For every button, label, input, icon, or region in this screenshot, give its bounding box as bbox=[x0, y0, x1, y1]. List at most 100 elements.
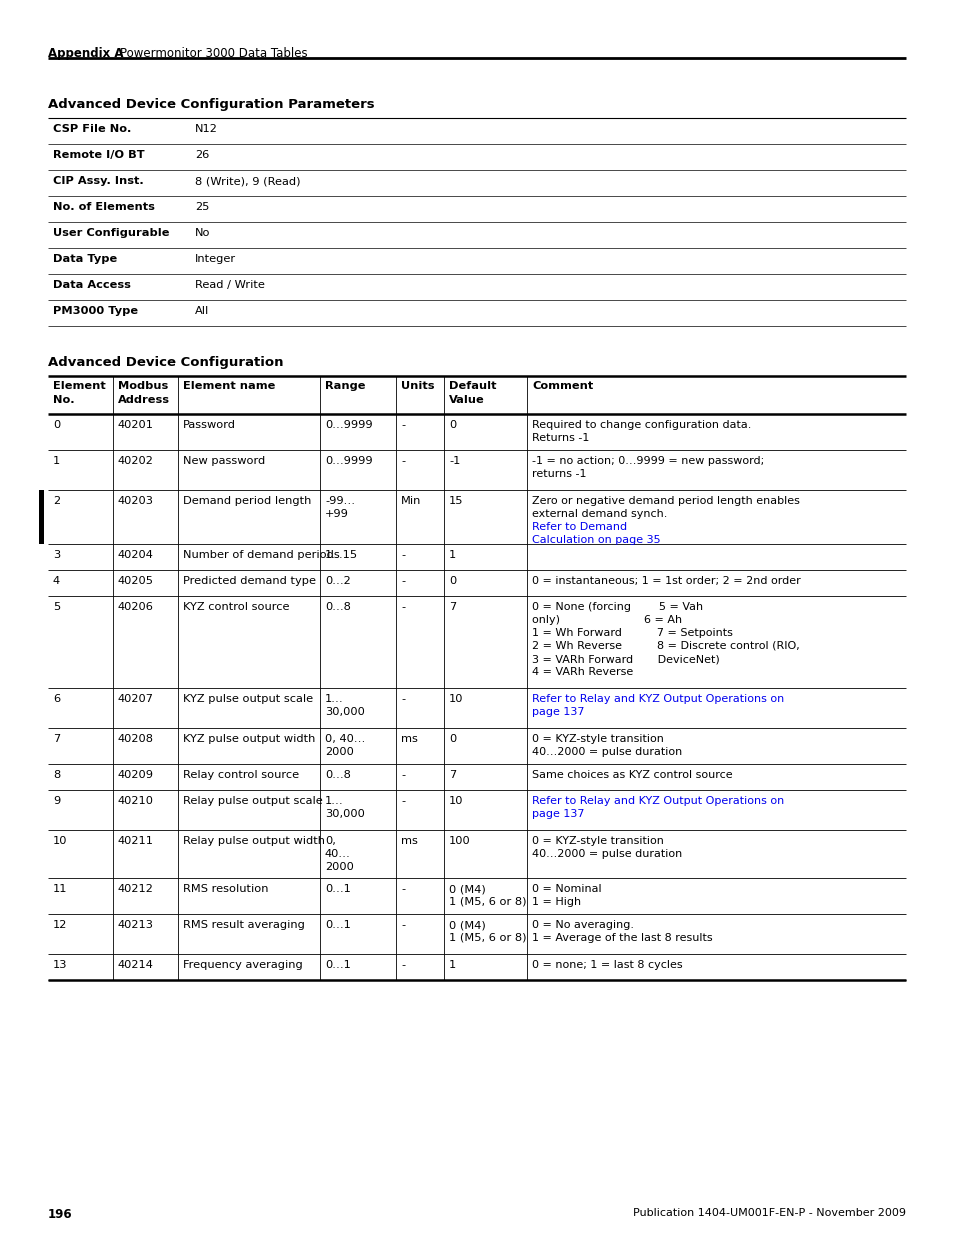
Text: CSP File No.: CSP File No. bbox=[53, 124, 132, 135]
Text: 8: 8 bbox=[53, 769, 60, 781]
Text: Address: Address bbox=[118, 395, 170, 405]
Text: 9: 9 bbox=[53, 797, 60, 806]
Text: Units: Units bbox=[400, 382, 434, 391]
Text: 0…2: 0…2 bbox=[325, 576, 351, 585]
Text: 1 (M5, 6 or 8): 1 (M5, 6 or 8) bbox=[449, 897, 526, 906]
Text: 40208: 40208 bbox=[118, 734, 153, 743]
Text: Same choices as KYZ control source: Same choices as KYZ control source bbox=[532, 769, 732, 781]
Text: 0: 0 bbox=[449, 734, 456, 743]
Text: Min: Min bbox=[400, 496, 421, 506]
Text: returns -1: returns -1 bbox=[532, 469, 586, 479]
Text: 2: 2 bbox=[53, 496, 60, 506]
Text: 0 = Nominal: 0 = Nominal bbox=[532, 884, 601, 894]
Text: 0…8: 0…8 bbox=[325, 769, 351, 781]
Text: 0 (M4): 0 (M4) bbox=[449, 920, 485, 930]
Text: 0 = instantaneous; 1 = 1st order; 2 = 2nd order: 0 = instantaneous; 1 = 1st order; 2 = 2n… bbox=[532, 576, 800, 585]
Text: 3 = VARh Forward       DeviceNet): 3 = VARh Forward DeviceNet) bbox=[532, 655, 719, 664]
Text: 0: 0 bbox=[449, 420, 456, 430]
Text: No: No bbox=[194, 228, 211, 238]
Text: 0 = No averaging.: 0 = No averaging. bbox=[532, 920, 634, 930]
Text: 0…8: 0…8 bbox=[325, 601, 351, 613]
Text: +99: +99 bbox=[325, 509, 349, 519]
Text: Data Type: Data Type bbox=[53, 254, 117, 264]
Text: -: - bbox=[400, 601, 405, 613]
Text: Password: Password bbox=[183, 420, 235, 430]
Text: Remote I/O BT: Remote I/O BT bbox=[53, 149, 145, 161]
Text: No. of Elements: No. of Elements bbox=[53, 203, 154, 212]
Text: KYZ pulse output scale: KYZ pulse output scale bbox=[183, 694, 313, 704]
Text: Value: Value bbox=[449, 395, 484, 405]
Text: 7: 7 bbox=[53, 734, 60, 743]
Text: -: - bbox=[400, 456, 405, 466]
Text: 15: 15 bbox=[449, 496, 463, 506]
Text: 7: 7 bbox=[449, 601, 456, 613]
Text: 40212: 40212 bbox=[118, 884, 153, 894]
Text: Data Access: Data Access bbox=[53, 280, 131, 290]
Text: Required to change configuration data.: Required to change configuration data. bbox=[532, 420, 751, 430]
Text: 5: 5 bbox=[53, 601, 60, 613]
Text: Relay pulse output scale: Relay pulse output scale bbox=[183, 797, 322, 806]
Text: -: - bbox=[400, 920, 405, 930]
Text: -1 = no action; 0…9999 = new password;: -1 = no action; 0…9999 = new password; bbox=[532, 456, 763, 466]
Text: Relay control source: Relay control source bbox=[183, 769, 299, 781]
Text: 26: 26 bbox=[194, 149, 209, 161]
Text: 10: 10 bbox=[449, 797, 463, 806]
Text: KYZ control source: KYZ control source bbox=[183, 601, 289, 613]
Text: 2000: 2000 bbox=[325, 862, 354, 872]
Text: 40…: 40… bbox=[325, 848, 351, 860]
Text: RMS result averaging: RMS result averaging bbox=[183, 920, 305, 930]
Text: Calculation on page 35: Calculation on page 35 bbox=[532, 535, 659, 545]
Text: Default: Default bbox=[449, 382, 496, 391]
Text: 2 = Wh Reverse          8 = Discrete control (RIO,: 2 = Wh Reverse 8 = Discrete control (RIO… bbox=[532, 641, 799, 651]
Text: PM3000 Type: PM3000 Type bbox=[53, 306, 138, 316]
Text: -: - bbox=[400, 550, 405, 559]
Text: No.: No. bbox=[53, 395, 74, 405]
Text: -99…: -99… bbox=[325, 496, 355, 506]
Text: New password: New password bbox=[183, 456, 265, 466]
Text: 40211: 40211 bbox=[118, 836, 153, 846]
Text: 0, 40…: 0, 40… bbox=[325, 734, 365, 743]
Text: external demand synch.: external demand synch. bbox=[532, 509, 670, 519]
Text: 40…2000 = pulse duration: 40…2000 = pulse duration bbox=[532, 848, 681, 860]
Text: -1: -1 bbox=[449, 456, 460, 466]
Text: User Configurable: User Configurable bbox=[53, 228, 170, 238]
Text: 4 = VARh Reverse: 4 = VARh Reverse bbox=[532, 667, 633, 677]
Text: 30,000: 30,000 bbox=[325, 809, 364, 819]
Text: -: - bbox=[400, 884, 405, 894]
Text: 6: 6 bbox=[53, 694, 60, 704]
Text: 0…1: 0…1 bbox=[325, 960, 351, 969]
Text: -: - bbox=[400, 797, 405, 806]
Text: 196: 196 bbox=[48, 1208, 72, 1221]
Text: Frequency averaging: Frequency averaging bbox=[183, 960, 302, 969]
Text: 10: 10 bbox=[449, 694, 463, 704]
Text: 100: 100 bbox=[449, 836, 470, 846]
Text: Advanced Device Configuration Parameters: Advanced Device Configuration Parameters bbox=[48, 98, 375, 111]
Text: Zero or negative demand period length enables: Zero or negative demand period length en… bbox=[532, 496, 799, 506]
Text: 2000: 2000 bbox=[325, 747, 354, 757]
Text: Integer: Integer bbox=[194, 254, 236, 264]
Text: Element name: Element name bbox=[183, 382, 275, 391]
Text: Powermonitor 3000 Data Tables: Powermonitor 3000 Data Tables bbox=[120, 47, 307, 61]
Text: 10: 10 bbox=[53, 836, 68, 846]
Text: Read / Write: Read / Write bbox=[194, 280, 265, 290]
Text: Demand period length: Demand period length bbox=[183, 496, 311, 506]
Text: 1…15: 1…15 bbox=[325, 550, 357, 559]
Text: 1 (M5, 6 or 8): 1 (M5, 6 or 8) bbox=[449, 932, 526, 944]
Text: 0 (M4): 0 (M4) bbox=[449, 884, 485, 894]
Text: 0 = KYZ-style transition: 0 = KYZ-style transition bbox=[532, 734, 663, 743]
Text: 11: 11 bbox=[53, 884, 68, 894]
Text: KYZ pulse output width: KYZ pulse output width bbox=[183, 734, 315, 743]
Text: N12: N12 bbox=[194, 124, 217, 135]
Text: RMS resolution: RMS resolution bbox=[183, 884, 268, 894]
Text: page 137: page 137 bbox=[532, 809, 584, 819]
Text: 40210: 40210 bbox=[118, 797, 153, 806]
Text: 8 (Write), 9 (Read): 8 (Write), 9 (Read) bbox=[194, 177, 300, 186]
Text: 13: 13 bbox=[53, 960, 68, 969]
Text: 40201: 40201 bbox=[118, 420, 153, 430]
Text: ms: ms bbox=[400, 734, 417, 743]
Text: 40207: 40207 bbox=[118, 694, 153, 704]
Text: 1 = Average of the last 8 results: 1 = Average of the last 8 results bbox=[532, 932, 712, 944]
Text: 0…9999: 0…9999 bbox=[325, 420, 373, 430]
Text: 25: 25 bbox=[194, 203, 209, 212]
Text: Publication 1404-UM001F-EN-P - November 2009: Publication 1404-UM001F-EN-P - November … bbox=[633, 1208, 905, 1218]
